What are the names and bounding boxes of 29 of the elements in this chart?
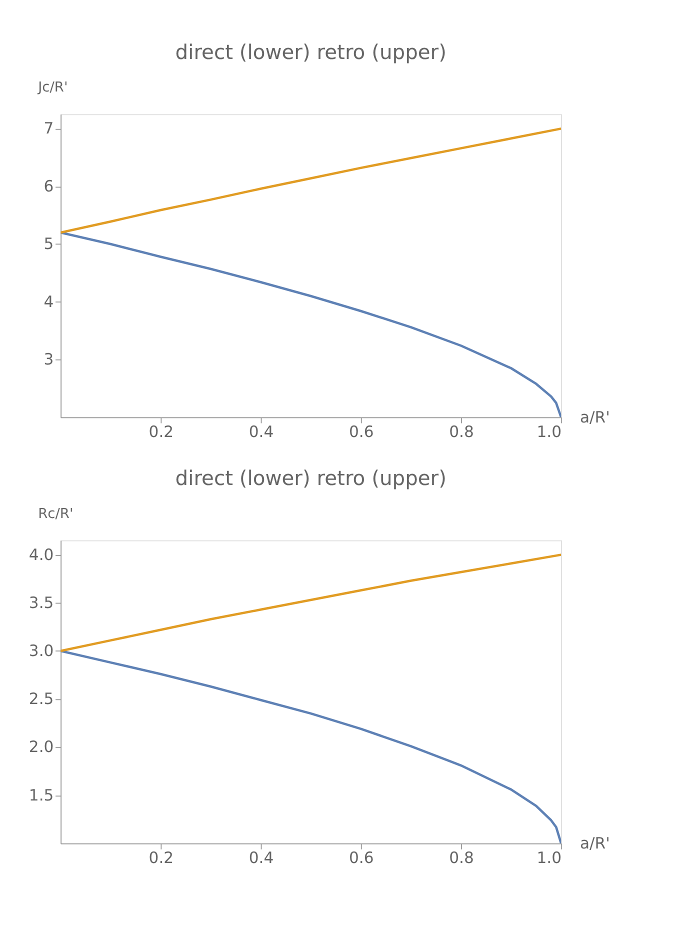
y-tick-label: 6 [44, 177, 54, 196]
y-tick-label: 2.5 [28, 690, 54, 708]
x-tick-label: 0.6 [348, 423, 374, 442]
line-series [60, 554, 562, 652]
x-tick-label: 0.4 [248, 849, 274, 868]
y-tick-label: 7 [44, 120, 54, 138]
x-tick-label: 0.8 [449, 423, 474, 442]
x-tick-label: 0.6 [348, 849, 374, 868]
x-tick-label: 0.8 [449, 849, 474, 868]
x-axis-title: a/R' [580, 834, 610, 852]
y-tick-label: 3 [44, 350, 54, 369]
y-tick-label: 4 [44, 292, 54, 311]
x-tick-label: 0.2 [148, 849, 174, 868]
x-tick-label: 1.0 [536, 423, 562, 442]
x-axis-title: a/R' [580, 408, 610, 426]
y-tick-label: 3.5 [28, 594, 54, 612]
x-tick-label: 1.0 [536, 849, 562, 868]
line-series [60, 127, 562, 234]
y-tick-label: 3.0 [28, 642, 54, 660]
chart-title: direct (lower) retro (upper) [175, 466, 446, 490]
chart-title: direct (lower) retro (upper) [175, 40, 446, 64]
y-tick-label: 1.5 [28, 786, 54, 804]
y-axis-title: Jc/R' [37, 80, 68, 96]
y-tick-label: 2.0 [28, 738, 54, 756]
y-axis-title: Rc/R' [38, 506, 74, 522]
x-tick-label: 0.2 [148, 423, 174, 442]
y-tick-label: 5 [44, 235, 54, 254]
y-tick-label: 4.0 [28, 546, 54, 564]
x-tick-label: 0.4 [248, 423, 274, 442]
